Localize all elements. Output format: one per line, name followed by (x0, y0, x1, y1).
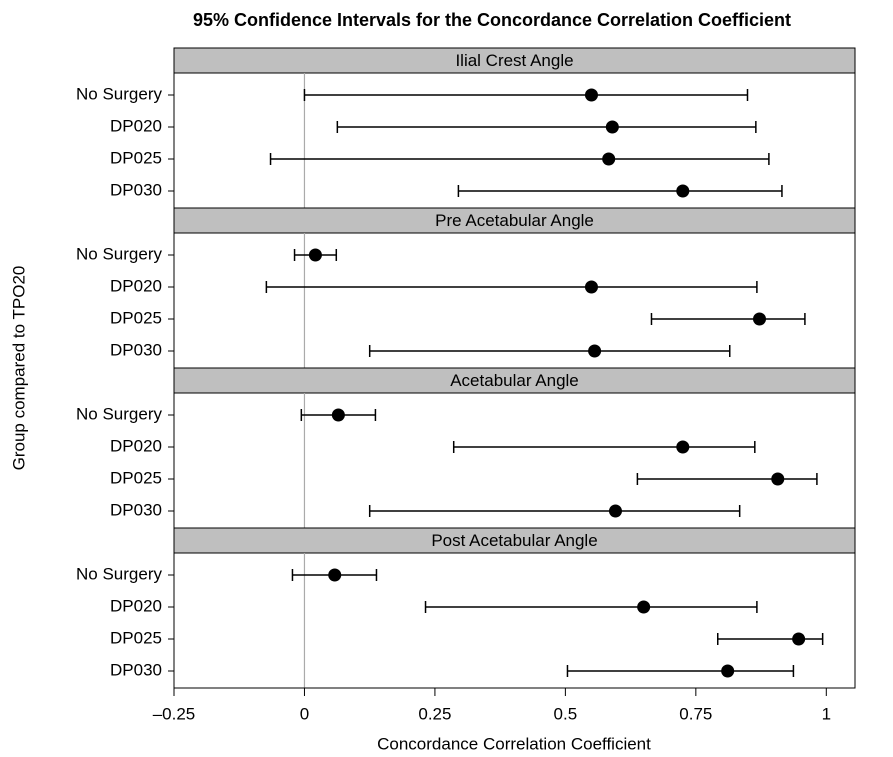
y-tick-label: DP025 (110, 468, 162, 487)
y-tick-label: DP030 (110, 500, 162, 519)
point (308, 248, 322, 262)
point (676, 184, 690, 198)
point (584, 88, 598, 102)
x-tick-label: –0.25 (153, 704, 196, 723)
point (637, 600, 651, 614)
panel-frame (173, 552, 856, 689)
y-tick-label: DP025 (110, 628, 162, 647)
y-tick-label: No Surgery (76, 404, 162, 423)
panel-frame (173, 72, 856, 209)
y-tick-label: DP020 (110, 116, 162, 135)
point (602, 152, 616, 166)
y-tick-label: No Surgery (76, 84, 162, 103)
panel-strip (173, 47, 856, 74)
y-axis-label: Group compared to TPO20 (9, 266, 28, 471)
x-tick-label: 0.75 (679, 704, 712, 723)
point (721, 664, 735, 678)
y-tick-label: DP030 (110, 180, 162, 199)
point (753, 312, 767, 326)
x-tick-label: 0 (300, 704, 309, 723)
x-tick-label: 0.25 (418, 704, 451, 723)
y-tick-label: DP020 (110, 596, 162, 615)
point (771, 472, 785, 486)
panel-title: Post Acetabular Angle (431, 531, 597, 550)
chart-title: 95% Confidence Intervals for the Concord… (193, 10, 791, 30)
y-tick-label: No Surgery (76, 244, 162, 263)
x-tick-label: 1 (822, 704, 831, 723)
point (608, 504, 622, 518)
y-tick-label: DP030 (110, 340, 162, 359)
y-tick-label: DP025 (110, 148, 162, 167)
y-tick-label: DP020 (110, 276, 162, 295)
panel-frame (173, 232, 856, 369)
point (328, 568, 342, 582)
panel-title: Ilial Crest Angle (455, 51, 573, 70)
point (605, 120, 619, 134)
panel-title: Pre Acetabular Angle (435, 211, 594, 230)
y-tick-label: No Surgery (76, 564, 162, 583)
y-tick-label: DP020 (110, 436, 162, 455)
x-axis-label: Concordance Correlation Coefficient (377, 734, 651, 753)
y-tick-label: DP025 (110, 308, 162, 327)
point (588, 344, 602, 358)
x-tick-label: 0.5 (554, 704, 578, 723)
panel-frame (173, 392, 856, 529)
panel-strip (173, 207, 856, 234)
point (331, 408, 345, 422)
panel-title: Acetabular Angle (450, 371, 579, 390)
point (792, 632, 806, 646)
point (584, 280, 598, 294)
point (676, 440, 690, 454)
y-tick-label: DP030 (110, 660, 162, 679)
